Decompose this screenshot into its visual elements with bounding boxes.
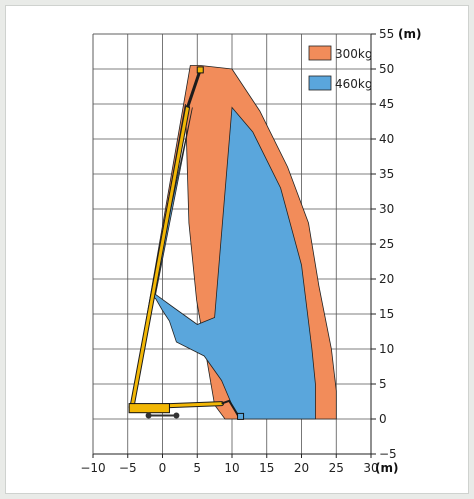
x-tick-label: 5 <box>193 461 201 475</box>
jib-arm <box>186 72 201 108</box>
y-tick-label: 0 <box>379 412 387 426</box>
legend: 300kg 460kg <box>308 45 372 91</box>
x-tick-label: 10 <box>224 461 239 475</box>
y-tick-label: 45 <box>379 97 394 111</box>
y-tick-label: 15 <box>379 307 394 321</box>
stowed-jib <box>221 399 240 418</box>
y-tick-label: 50 <box>379 62 394 76</box>
x-tick-label: 20 <box>294 461 309 475</box>
x-axis-ticks: −10 −5 0 5 10 15 20 25 30 <box>80 454 379 475</box>
y-axis-ticks: −5 0 5 10 15 20 25 30 35 40 45 50 55 <box>371 27 397 461</box>
chassis <box>128 403 170 414</box>
x-tick-label: 15 <box>259 461 274 475</box>
y-tick-label: 55 <box>379 27 394 41</box>
x-tick-label: 30 <box>363 461 378 475</box>
x-tick-label: −10 <box>80 461 105 475</box>
legend-label-300kg: 300kg <box>335 47 372 61</box>
y-tick-label: 40 <box>379 132 394 146</box>
y-axis-unit: (m) <box>398 27 421 41</box>
y-tick-label: −5 <box>379 447 397 461</box>
chart-frame: −10 −5 0 5 10 15 20 25 30 −5 0 5 10 15 20 25 30 35 40 45 50… <box>5 5 469 494</box>
lifting-chart: −10 −5 0 5 10 15 20 25 30 −5 0 5 10 15 20 25 30 35 40 45 50… <box>80 27 421 475</box>
x-tick-label: 25 <box>329 461 344 475</box>
load-areas <box>130 65 337 420</box>
basket-top <box>196 66 204 74</box>
y-tick-label: 5 <box>379 377 387 391</box>
x-tick-label: −5 <box>119 461 137 475</box>
basket-stowed <box>237 412 245 420</box>
legend-label-460kg: 460kg <box>335 77 372 91</box>
boom-arm <box>131 106 190 406</box>
y-tick-label: 10 <box>379 342 394 356</box>
legend-swatch-300kg <box>308 45 332 61</box>
y-tick-label: 30 <box>379 202 394 216</box>
y-tick-label: 25 <box>379 237 394 251</box>
legend-swatch-460kg <box>308 75 332 91</box>
x-tick-label: 0 <box>159 461 167 475</box>
y-tick-label: 35 <box>379 167 394 181</box>
boom-illustration <box>128 66 245 420</box>
x-axis-unit: (m) <box>375 461 398 475</box>
y-tick-label: 20 <box>379 272 394 286</box>
